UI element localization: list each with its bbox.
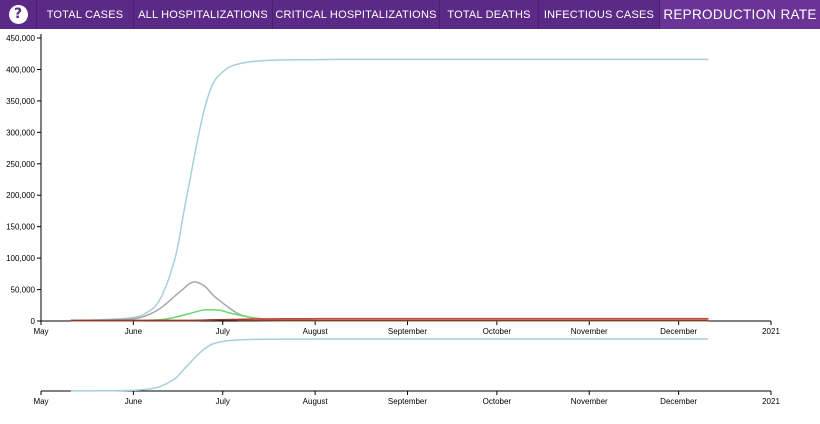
y-tick-label: 400,000 [6,65,35,74]
main-plot: 0 50,000 100,000 150,000 200,000 250,000 300,0… [6,34,780,336]
y-tick-label: 300,000 [6,128,35,137]
overview-x-tick-label: June [125,397,143,406]
series-line-total_cases [70,58,709,322]
overview-x-tick-label: November [571,397,608,406]
main-chart: 0 50,000 100,000 150,000 200,000 250,000 300,0… [6,34,780,406]
y-tick-label: 150,000 [6,223,35,232]
overview-x-tick-label: May [33,397,48,406]
series-line-infectious [70,281,709,322]
help-icon[interactable]: ? [8,5,28,24]
top-nav: ? TOTAL CASES ALL HOSPITALIZATIONS CRITI… [0,0,820,29]
main-x-tick-label: September [388,327,427,336]
y-tick-label: 250,000 [6,160,35,169]
overview-x-tick-label: 2021 [762,397,780,406]
overview-line-total_cases [70,338,709,392]
help-button-wrap[interactable]: ? [0,0,37,29]
overview-x-tick-label: July [216,397,230,406]
y-tick-label: 200,000 [6,191,35,200]
tab-all-hospitalizations[interactable]: ALL HOSPITALIZATIONS [134,0,273,29]
main-x-tick-label: October [483,327,512,336]
y-tick-label: 100,000 [6,254,35,263]
series-line-critical [70,318,709,322]
y-tick-label: 0 [31,317,36,326]
main-x-tick-label: July [216,327,230,336]
main-x-tick-label: June [125,327,143,336]
tab-reproduction-rate[interactable]: REPRODUCTION RATE [660,0,820,29]
y-tick-label: 350,000 [6,97,35,106]
main-x-tick-label: November [571,327,608,336]
tab-infectious-cases[interactable]: INFECTIOUS CASES [539,0,660,29]
main-x-tick-label: August [303,327,329,336]
overview-x-tick-label: December [660,397,697,406]
tab-total-deaths[interactable]: TOTAL DEATHS [440,0,539,29]
overview-x-tick-label: August [303,397,329,406]
main-x-tick-label: 2021 [762,327,780,336]
main-x-tick-label: December [660,327,697,336]
tab-critical-hospitalizations[interactable]: CRITICAL HOSPITALIZATIONS [273,0,440,29]
overview-x-tick-label: September [388,397,427,406]
overview-brush-plot[interactable]: May June July August September October Novembe… [33,338,780,406]
y-tick-label: 50,000 [11,286,36,295]
tab-total-cases[interactable]: TOTAL CASES [37,0,134,29]
overview-x-tick-label: October [483,397,512,406]
main-x-tick-label: May [33,327,48,336]
y-tick-label: 450,000 [6,34,35,43]
